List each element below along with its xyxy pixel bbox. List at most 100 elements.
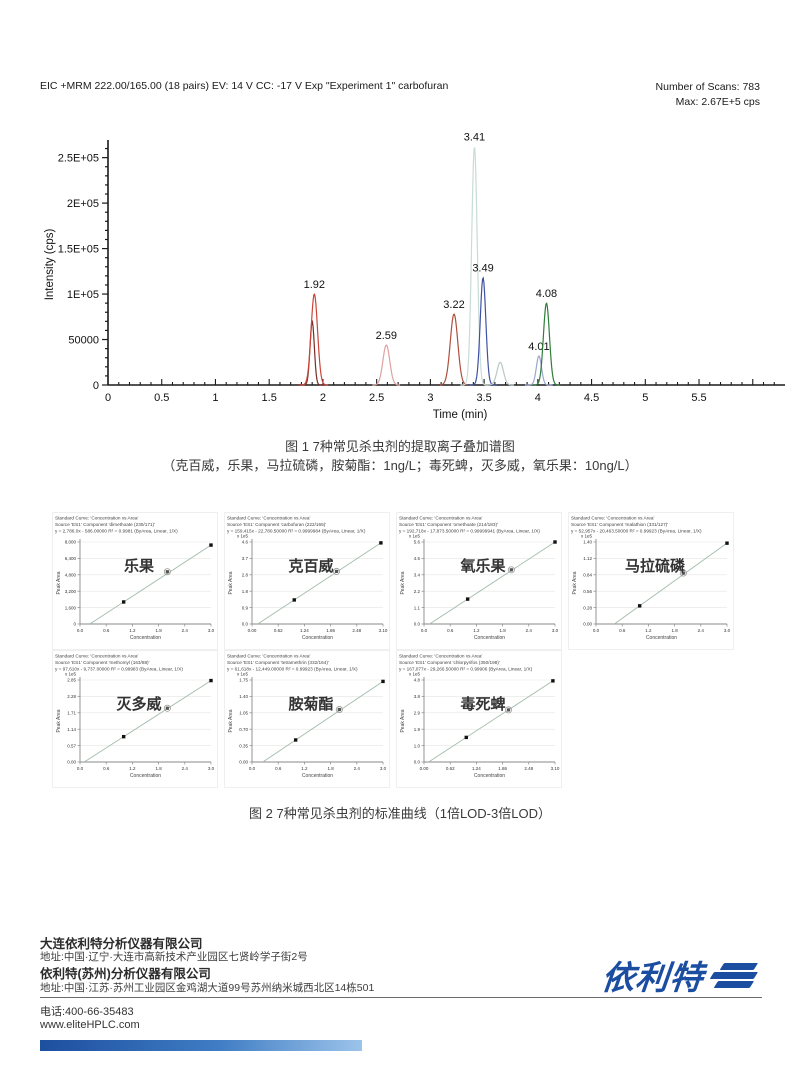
curve-x-axis-title: Concentration: [130, 773, 161, 779]
curve-y-tick: 0.57: [67, 743, 76, 748]
curve-x-tick: 0.6: [619, 628, 626, 633]
curve-y-tick: 1.0: [414, 743, 421, 748]
regression-line: [429, 541, 556, 625]
chromatogram-peak: [439, 313, 468, 386]
curve-y-tick: 4.6: [242, 540, 249, 545]
data-point: [121, 734, 126, 739]
figure2-caption: 图 2 7种常见杀虫剂的标准曲线（1倍LOD-3倍LOD）: [249, 806, 551, 821]
curve-header-title: Standard Curve: 'Concentration vs Area': [399, 654, 482, 659]
curve-x-tick: 3.0: [380, 766, 387, 771]
curve-x-axis-title: Concentration: [474, 773, 505, 779]
curve-x-tick: 1.24: [300, 628, 309, 633]
curve-x-tick: 0.62: [446, 766, 455, 771]
curve-x-tick: 1.8: [155, 628, 162, 633]
curve-y-tick: 4.8: [414, 678, 421, 683]
curve-header-title: Standard Curve: 'Concentration vs Area': [227, 516, 310, 521]
chromatogram-header: EIC +MRM 222.00/165.00 (18 pairs) EV: 14…: [40, 80, 760, 110]
curve-y-multiplier: x 1e5: [65, 672, 77, 677]
chromatogram-peak: [524, 355, 553, 386]
curve-header-source: Source 'ES1' Component 'malathion (331/1…: [571, 522, 668, 527]
data-point-ring: [163, 568, 171, 576]
chromatogram-peak: [532, 302, 561, 386]
elite-logo-text: 依利特: [599, 959, 706, 996]
curve-x-tick: 1.86: [326, 628, 335, 633]
regression-line: [614, 542, 728, 625]
curve-y-tick: 1.75: [239, 678, 248, 683]
data-point: [381, 679, 385, 684]
curve-y-tick: 0.28: [583, 605, 592, 610]
curve-y-tick: 2.8: [242, 573, 249, 578]
peak-rt-label: 3.49: [472, 263, 493, 275]
curve-header-source: Source 'ES1' Component 'omethoate (214/1…: [399, 522, 498, 527]
curve-header-source: Source 'ES1' Component 'tetramethrin (33…: [227, 660, 329, 665]
curve-y-tick: 0.84: [583, 573, 592, 578]
curve-y-tick: 1.14: [67, 727, 76, 732]
curve-y-axis-title: Peak Area: [228, 571, 234, 594]
phone-number: 电话:400-66-35483: [40, 1006, 134, 1018]
curve-y-multiplier: x 1e5: [237, 672, 249, 677]
curve-x-tick: 1.2: [129, 628, 136, 633]
curve-x-tick: 1.8: [671, 628, 678, 633]
peak-rt-label: 4.08: [536, 288, 557, 300]
curve-y-axis-title: Peak Area: [228, 709, 234, 732]
curve-header-equation: y = 61,618x - 12,449.00000 R² = 0.99923 …: [227, 667, 358, 672]
data-point: [465, 597, 470, 601]
data-point: [209, 678, 213, 683]
curve-y-tick: 5.6: [414, 540, 421, 545]
curve-header-equation: y = 159,415x - 22,780.50000 R² = 0.99999…: [227, 529, 366, 534]
calibration-plot-chlorpyrifos: Standard Curve: 'Concentration vs Area' S…: [396, 650, 562, 788]
curve-x-tick: 2.4: [526, 628, 533, 633]
curve-x-tick: 0.62: [274, 628, 283, 633]
curve-y-tick: 4.5: [414, 556, 421, 561]
curve-y-tick: 3.4: [414, 573, 421, 578]
data-point-ring: [333, 567, 341, 575]
curve-x-tick: 1.2: [301, 766, 308, 771]
x-tick-label: 1: [212, 392, 218, 404]
curve-y-tick: 1.40: [583, 540, 592, 545]
company1-address: 地址:中国·辽宁·大连市高新技术产业园区七贤岭学子街2号: [40, 951, 308, 963]
data-point: [553, 540, 557, 544]
data-point: [337, 707, 341, 712]
curve-x-tick: 3.0: [724, 628, 731, 633]
curve-x-tick: 0.0: [77, 766, 84, 771]
data-point-ring: [505, 706, 513, 714]
curve-header-title: Standard Curve: 'Concentration vs Area': [55, 654, 138, 659]
x-tick-label: 5.5: [691, 392, 706, 404]
curve-x-tick: 1.86: [498, 766, 507, 771]
peak-rt-label: 2.59: [376, 330, 397, 342]
curve-x-tick: 0.00: [420, 766, 429, 771]
curve-x-tick: 3.10: [551, 766, 560, 771]
data-point: [165, 706, 169, 710]
data-point: [725, 541, 729, 545]
footer-divider: [40, 997, 762, 998]
curve-y-tick: 2.28: [67, 694, 76, 699]
acquisition-info: EIC +MRM 222.00/165.00 (18 pairs) EV: 14…: [40, 80, 449, 92]
curve-header-equation: y = 2,786.0x - 586.00000 R² = 0.9981 (By…: [55, 529, 178, 534]
curve-header-source: Source 'ES1' Component 'carbofuran (222/…: [227, 522, 326, 527]
curve-y-tick: 0.0: [414, 622, 421, 627]
curve-header-source: Source 'ES1' Component 'chlorpyrifos (35…: [399, 660, 500, 665]
y-tick-label: 50000: [68, 335, 99, 347]
scan-count: Number of Scans: 783: [655, 81, 760, 93]
analyte-name-label: 毒死蜱: [460, 695, 505, 713]
x-tick-label: 4.5: [584, 392, 599, 404]
curve-x-tick: 0.6: [103, 628, 110, 633]
x-tick-label: 0.5: [154, 392, 169, 404]
data-point: [165, 570, 169, 574]
data-point: [379, 541, 383, 545]
chromatogram-peak: [300, 293, 329, 386]
curve-x-tick: 0.0: [593, 628, 600, 633]
regression-line: [84, 680, 212, 763]
data-point: [292, 598, 296, 602]
curve-x-tick: 3.0: [208, 628, 215, 633]
curve-y-tick: 4,800: [65, 573, 77, 578]
curve-header-source: Source 'ES1' Component 'dimethoate (230/…: [55, 522, 155, 527]
curve-x-tick: 0.00: [248, 628, 257, 633]
footer-accent-bar: [40, 1040, 362, 1051]
data-point: [293, 738, 298, 742]
regression-line: [89, 544, 212, 625]
data-point: [121, 600, 126, 604]
data-point: [334, 569, 339, 574]
curve-y-tick: 1.9: [414, 727, 421, 732]
curve-x-tick: 1.8: [499, 628, 506, 633]
